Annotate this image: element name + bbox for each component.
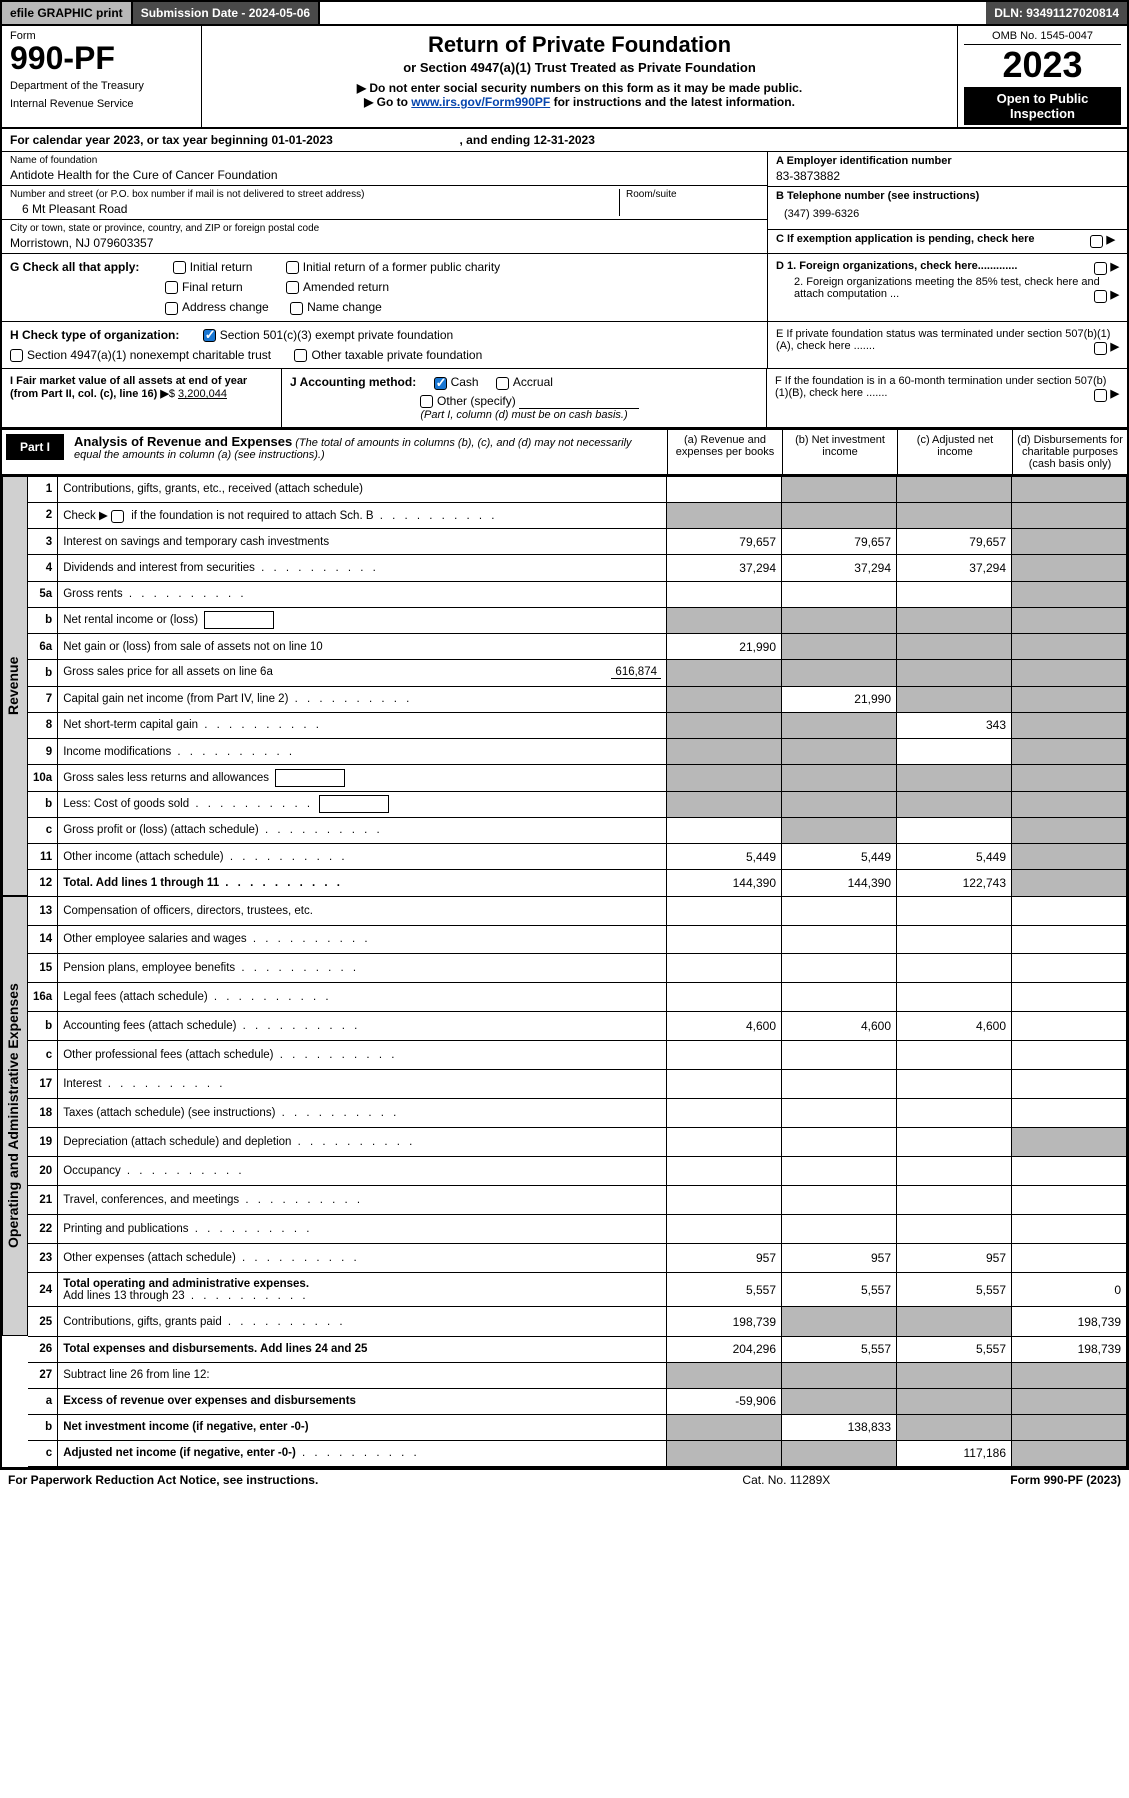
col-c-header: (c) Adjusted net income [897, 430, 1012, 474]
part-1-title: Analysis of Revenue and Expenses [74, 434, 292, 449]
dept-irs: Internal Revenue Service [10, 98, 193, 110]
g-amended-checkbox[interactable] [286, 281, 299, 294]
col-d-header: (d) Disbursements for charitable purpose… [1012, 430, 1127, 474]
g-final-checkbox[interactable] [165, 281, 178, 294]
efile-label: efile GRAPHIC print [2, 2, 133, 24]
col-a-header: (a) Revenue and expenses per books [667, 430, 782, 474]
main-title: Return of Private Foundation [222, 32, 937, 58]
j-other-checkbox[interactable] [420, 395, 433, 408]
footer-mid: Cat. No. 11289X [742, 1473, 830, 1487]
d2-checkbox[interactable] [1094, 290, 1107, 303]
h-label: H Check type of organization: [10, 328, 179, 342]
submission-date: Submission Date - 2024-05-06 [133, 2, 320, 24]
form-link[interactable]: www.irs.gov/Form990PF [411, 95, 550, 109]
form-number: 990-PF [10, 42, 193, 74]
instruction-2: ▶ Go to www.irs.gov/Form990PF for instru… [222, 95, 937, 109]
j-note: (Part I, column (d) must be on cash basi… [290, 409, 758, 421]
dln: DLN: 93491127020814 [986, 2, 1127, 24]
g-label: G Check all that apply: [10, 260, 139, 274]
f-label: F If the foundation is in a 60-month ter… [775, 375, 1106, 399]
foundation-name: Antidote Health for the Cure of Cancer F… [10, 166, 759, 182]
instruction-1: ▶ Do not enter social security numbers o… [222, 81, 937, 95]
d2-label: 2. Foreign organizations meeting the 85%… [794, 276, 1100, 300]
part-1-tag: Part I [6, 434, 64, 460]
open-public: Open to PublicInspection [964, 87, 1121, 125]
part-1-table: Revenue 1Contributions, gifts, grants, e… [2, 476, 1127, 1467]
address-label: Number and street (or P.O. box number if… [10, 189, 619, 200]
opex-label: Operating and Administrative Expenses [2, 896, 28, 1336]
footer-left: For Paperwork Reduction Act Notice, see … [8, 1473, 318, 1487]
footer-right: Form 990-PF (2023) [1010, 1473, 1121, 1487]
subtitle: or Section 4947(a)(1) Trust Treated as P… [222, 60, 937, 75]
col-b-header: (b) Net investment income [782, 430, 897, 474]
sch-b-checkbox[interactable] [111, 510, 124, 523]
address: 6 Mt Pleasant Road [10, 200, 619, 216]
d1-label: D 1. Foreign organizations, check here..… [776, 260, 1017, 272]
d1-checkbox[interactable] [1094, 262, 1107, 275]
e-checkbox[interactable] [1094, 342, 1107, 355]
i-amount: 3,200,044 [178, 388, 227, 400]
top-bar: efile GRAPHIC print Submission Date - 20… [2, 2, 1127, 26]
tax-year: 2023 [964, 45, 1121, 85]
room-label: Room/suite [626, 189, 759, 200]
h-501c3-checkbox[interactable] [203, 329, 216, 342]
telephone: (347) 399-6326 [776, 202, 1119, 226]
j-label: J Accounting method: [290, 375, 416, 389]
city-label: City or town, state or province, country… [10, 223, 759, 234]
h-4947-checkbox[interactable] [10, 349, 23, 362]
f-checkbox[interactable] [1094, 389, 1107, 402]
calendar-year-line: For calendar year 2023, or tax year begi… [2, 129, 1127, 152]
ein: 83-3873882 [776, 167, 1119, 183]
e-label: E If private foundation status was termi… [776, 328, 1110, 352]
j-accrual-checkbox[interactable] [496, 377, 509, 390]
c-checkbox[interactable] [1090, 235, 1103, 248]
page-footer: For Paperwork Reduction Act Notice, see … [0, 1469, 1129, 1490]
omb-number: OMB No. 1545-0047 [964, 28, 1121, 45]
g-initial-checkbox[interactable] [173, 261, 186, 274]
g-address-checkbox[interactable] [165, 302, 178, 315]
tel-label: B Telephone number (see instructions) [776, 190, 1119, 202]
dept-treasury: Department of the Treasury [10, 80, 193, 92]
c-label: C If exemption application is pending, c… [776, 233, 1035, 245]
revenue-label: Revenue [2, 476, 28, 896]
foundation-name-label: Name of foundation [10, 155, 759, 166]
h-other-checkbox[interactable] [294, 349, 307, 362]
j-cash-checkbox[interactable] [434, 377, 447, 390]
g-initial-former-checkbox[interactable] [286, 261, 299, 274]
city: Morristown, NJ 079603357 [10, 234, 759, 250]
form-header: Form 990-PF Department of the Treasury I… [2, 26, 1127, 129]
ein-label: A Employer identification number [776, 155, 1119, 167]
g-name-checkbox[interactable] [290, 302, 303, 315]
